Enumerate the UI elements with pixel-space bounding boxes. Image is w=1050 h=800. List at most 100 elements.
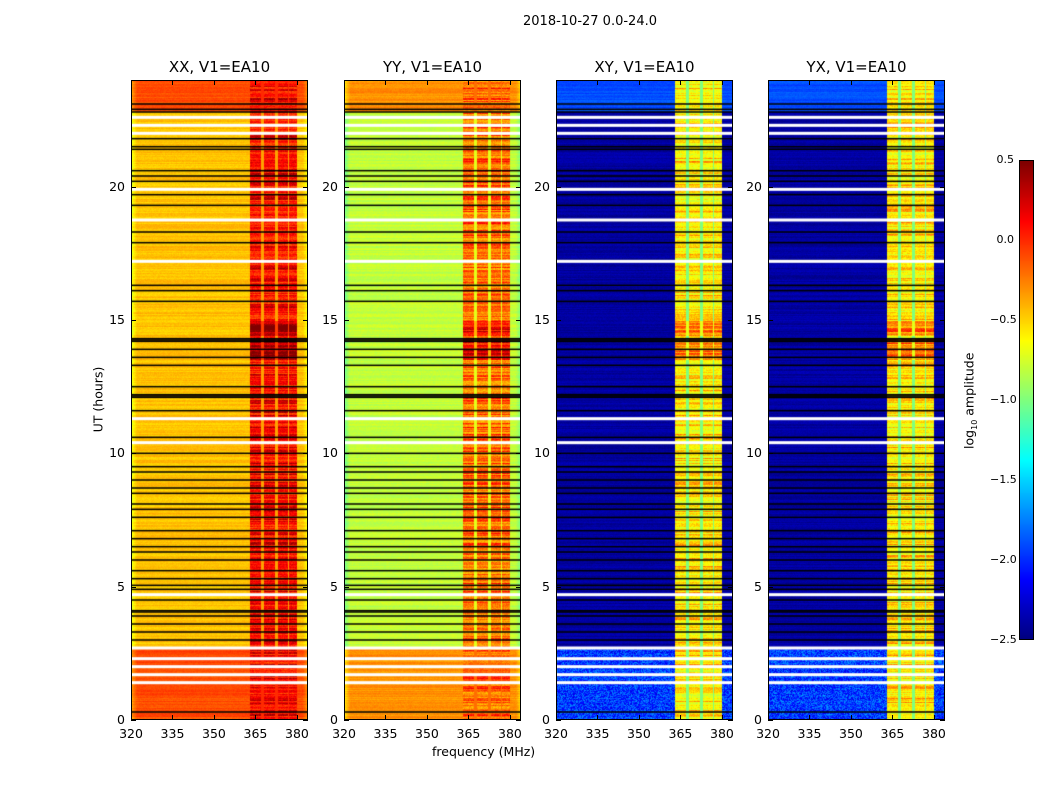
y-tick-label: 5 bbox=[754, 578, 762, 594]
x-axis-label: frequency (MHz) bbox=[432, 744, 536, 759]
y-tick-label: 5 bbox=[542, 578, 550, 594]
y-tick-mark bbox=[556, 720, 561, 721]
y-tick-mark bbox=[303, 720, 308, 721]
x-tick-label: 320 bbox=[332, 726, 356, 741]
x-tick-mark bbox=[680, 80, 682, 85]
colorbar-tick-label: −2.0 bbox=[990, 553, 1017, 566]
y-tick-mark bbox=[131, 186, 136, 188]
x-tick-label: 350 bbox=[627, 726, 651, 741]
x-tick-mark bbox=[426, 80, 428, 85]
x-tick-mark bbox=[509, 715, 511, 720]
plot-frame bbox=[344, 80, 521, 720]
colorbar-tick-label: 0.5 bbox=[996, 153, 1015, 166]
colorbar-tick-label: 0.0 bbox=[996, 233, 1015, 246]
x-tick-mark bbox=[638, 80, 640, 85]
x-tick-label: 380 bbox=[498, 726, 522, 741]
y-tick-mark bbox=[768, 320, 773, 321]
x-tick-label: 335 bbox=[160, 726, 185, 741]
x-tick-mark bbox=[426, 715, 428, 720]
y-tick-mark bbox=[768, 586, 773, 588]
y-tick-mark bbox=[728, 320, 733, 321]
y-tick-label: 10 bbox=[746, 445, 762, 461]
y-tick-mark bbox=[516, 186, 521, 188]
y-tick-mark bbox=[344, 720, 349, 721]
y-tick-mark bbox=[131, 453, 136, 455]
x-tick-mark bbox=[131, 80, 132, 85]
panel-title: YX, V1=EA10 bbox=[806, 58, 907, 76]
y-tick-label: 10 bbox=[534, 445, 550, 461]
x-tick-label: 380 bbox=[922, 726, 946, 741]
y-tick-label: 0 bbox=[754, 712, 762, 727]
y-tick-label: 0 bbox=[542, 712, 550, 727]
x-tick-mark bbox=[721, 715, 723, 720]
x-tick-mark bbox=[385, 715, 387, 720]
y-tick-mark bbox=[344, 586, 349, 588]
y-tick-mark bbox=[516, 586, 521, 588]
x-tick-mark bbox=[172, 715, 174, 720]
y-tick-mark bbox=[556, 320, 561, 321]
y-tick-mark bbox=[768, 720, 773, 721]
panel-title: XY, V1=EA10 bbox=[594, 58, 695, 76]
y-tick-mark bbox=[940, 453, 945, 455]
y-tick-mark bbox=[556, 586, 561, 588]
panel-yx: YX, V1=EA10 320 335 350 365 380 0 5 10 15 20 bbox=[746, 58, 946, 741]
x-tick-label: 365 bbox=[880, 726, 905, 741]
colorbar bbox=[1019, 160, 1034, 640]
x-tick-label: 380 bbox=[710, 726, 734, 741]
x-tick-label: 320 bbox=[119, 726, 143, 741]
y-tick-mark bbox=[344, 453, 349, 455]
x-tick-mark bbox=[468, 80, 470, 85]
x-tick-label: 380 bbox=[285, 726, 309, 741]
x-tick-mark bbox=[172, 80, 174, 85]
y-tick-mark bbox=[556, 186, 561, 188]
heatmap-image bbox=[556, 80, 733, 720]
x-tick-mark bbox=[344, 80, 345, 85]
x-tick-label: 335 bbox=[585, 726, 610, 741]
panel-yy: YY, V1=EA10 320 335 350 365 380 0 5 10 15 20 bbox=[322, 58, 522, 741]
y-tick-mark bbox=[131, 586, 136, 588]
y-tick-label: 20 bbox=[109, 178, 125, 194]
colorbar-tick-label: −1.5 bbox=[990, 473, 1017, 486]
x-tick-mark bbox=[255, 715, 257, 720]
x-tick-mark bbox=[344, 715, 345, 720]
plot-frame bbox=[556, 80, 733, 720]
y-tick-mark bbox=[303, 320, 308, 321]
x-tick-mark bbox=[809, 80, 811, 85]
x-tick-mark bbox=[892, 80, 894, 85]
y-tick-label: 5 bbox=[117, 578, 125, 594]
x-tick-label: 335 bbox=[797, 726, 822, 741]
plot-frame bbox=[768, 80, 945, 720]
colorbar-label: log10 amplitude bbox=[961, 352, 979, 449]
y-axis-label: UT (hours) bbox=[90, 366, 106, 433]
x-tick-mark bbox=[296, 80, 298, 85]
x-tick-label: 365 bbox=[243, 726, 268, 741]
x-tick-label: 335 bbox=[373, 726, 398, 741]
x-tick-mark bbox=[213, 715, 215, 720]
y-tick-mark bbox=[131, 320, 136, 321]
y-tick-mark bbox=[728, 720, 733, 721]
y-tick-mark bbox=[303, 586, 308, 588]
colorbar-tick-label: −1.0 bbox=[990, 393, 1017, 406]
x-tick-mark bbox=[638, 715, 640, 720]
y-tick-label: 10 bbox=[322, 445, 338, 461]
x-tick-mark bbox=[597, 80, 599, 85]
x-tick-mark bbox=[597, 715, 599, 720]
x-tick-label: 365 bbox=[668, 726, 693, 741]
y-tick-label: 20 bbox=[534, 178, 550, 194]
x-tick-mark bbox=[721, 80, 723, 85]
y-tick-mark bbox=[131, 720, 136, 721]
x-tick-mark bbox=[680, 715, 682, 720]
panel-xy: XY, V1=EA10 320 335 350 365 380 0 5 10 15 20 bbox=[534, 58, 734, 741]
panel-title: XX, V1=EA10 bbox=[168, 58, 271, 76]
x-tick-mark bbox=[131, 715, 132, 720]
y-tick-label: 5 bbox=[330, 578, 338, 594]
colorbar-tick-label: −0.5 bbox=[990, 313, 1017, 326]
x-tick-mark bbox=[556, 715, 557, 720]
x-tick-mark bbox=[809, 715, 811, 720]
x-tick-mark bbox=[296, 715, 298, 720]
x-tick-label: 320 bbox=[756, 726, 780, 741]
x-tick-label: 350 bbox=[839, 726, 863, 741]
heatmap-image bbox=[131, 80, 308, 720]
x-tick-mark bbox=[892, 715, 894, 720]
